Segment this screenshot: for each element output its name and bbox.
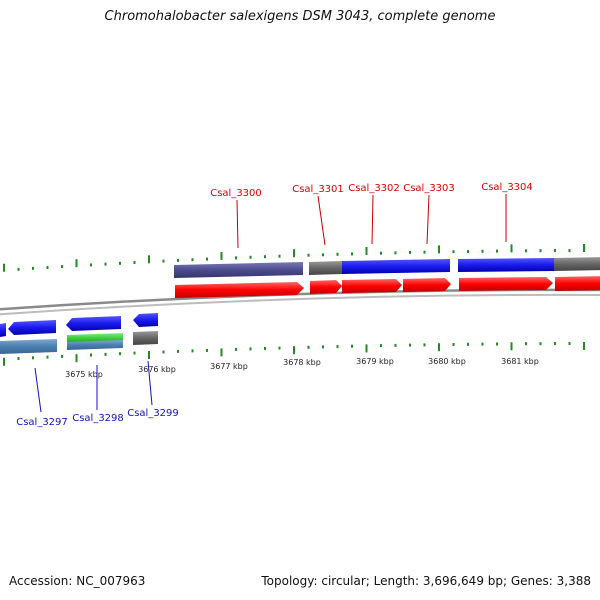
reverse-cds-blue-arrow[interactable] [8,320,56,335]
gene-arrow-csal-3304[interactable] [459,277,553,291]
reverse-cds-blue-arrow[interactable] [66,316,121,331]
cds-feature-gray[interactable] [554,257,600,271]
reverse-cds-blue-arrow[interactable] [133,313,158,327]
leader-line [371,194,374,245]
leader-line [426,194,430,245]
gene-label-csal-3301[interactable]: Csal_3301 [292,184,344,195]
gene-arrow-csal-3301[interactable] [310,280,342,294]
gene-label-csal-3299[interactable]: Csal_3299 [127,408,179,419]
reverse-cds-steel[interactable] [0,339,57,354]
reverse-feature-track [0,313,158,354]
lower-tick-marks [3,342,585,366]
reverse-gene-labels: Csal_3297 Csal_3298 Csal_3299 [16,360,179,428]
forward-gene-track [175,276,600,298]
kbp-label-3681: 3681 kbp [501,357,539,366]
kbp-label-3678: 3678 kbp [283,358,321,367]
gene-label-csal-3298[interactable]: Csal_3298 [72,413,124,424]
forward-gene-labels: Csal_3300 Csal_3301 Csal_3302 Csal_3303 … [210,182,533,249]
leader-line [34,367,42,413]
cds-feature-blue[interactable] [458,258,554,272]
cds-feature-blue[interactable] [342,259,450,274]
accession-text: Accession: NC_007963 [9,574,146,588]
kbp-label-3677: 3677 kbp [210,362,248,371]
forward-cds-track [174,257,600,278]
gene-arrow-csal-3302[interactable] [342,279,402,293]
gene-label-csal-3297[interactable]: Csal_3297 [16,417,68,428]
genome-title: Chromohalobacter salexigens DSM 3043, co… [104,9,496,24]
kbp-labels: 3675 kbp 3676 kbp 3677 kbp 3678 kbp 3679… [65,357,539,379]
reverse-cds-gray[interactable] [133,331,158,345]
gene-arrow-csal-3300[interactable] [175,282,304,298]
gene-label-csal-3302[interactable]: Csal_3302 [348,183,400,194]
reverse-cds-blue[interactable] [0,323,6,337]
reverse-cds-steel[interactable] [67,340,123,350]
gene-label-csal-3300[interactable]: Csal_3300 [210,188,262,199]
leader-line [147,360,153,406]
kbp-label-3679: 3679 kbp [356,357,394,366]
kbp-label-3676: 3676 kbp [138,365,176,374]
gene-arrow-csal-3303[interactable] [403,278,451,292]
gene-label-csal-3304[interactable]: Csal_3304 [481,182,533,193]
kbp-label-3675: 3675 kbp [65,370,103,379]
genome-backbone-inner [0,293,600,316]
cds-feature-purple[interactable] [174,262,303,278]
genome-summary-text: Topology: circular; Length: 3,696,649 bp… [261,574,591,588]
kbp-label-3680: 3680 kbp [428,357,466,366]
upper-tick-marks [3,244,585,272]
gene-label-csal-3303[interactable]: Csal_3303 [403,183,455,194]
leader-line [317,195,326,246]
gene-arrow-next[interactable] [555,276,600,291]
leader-line [236,199,239,249]
cds-feature-gray[interactable] [309,261,342,275]
